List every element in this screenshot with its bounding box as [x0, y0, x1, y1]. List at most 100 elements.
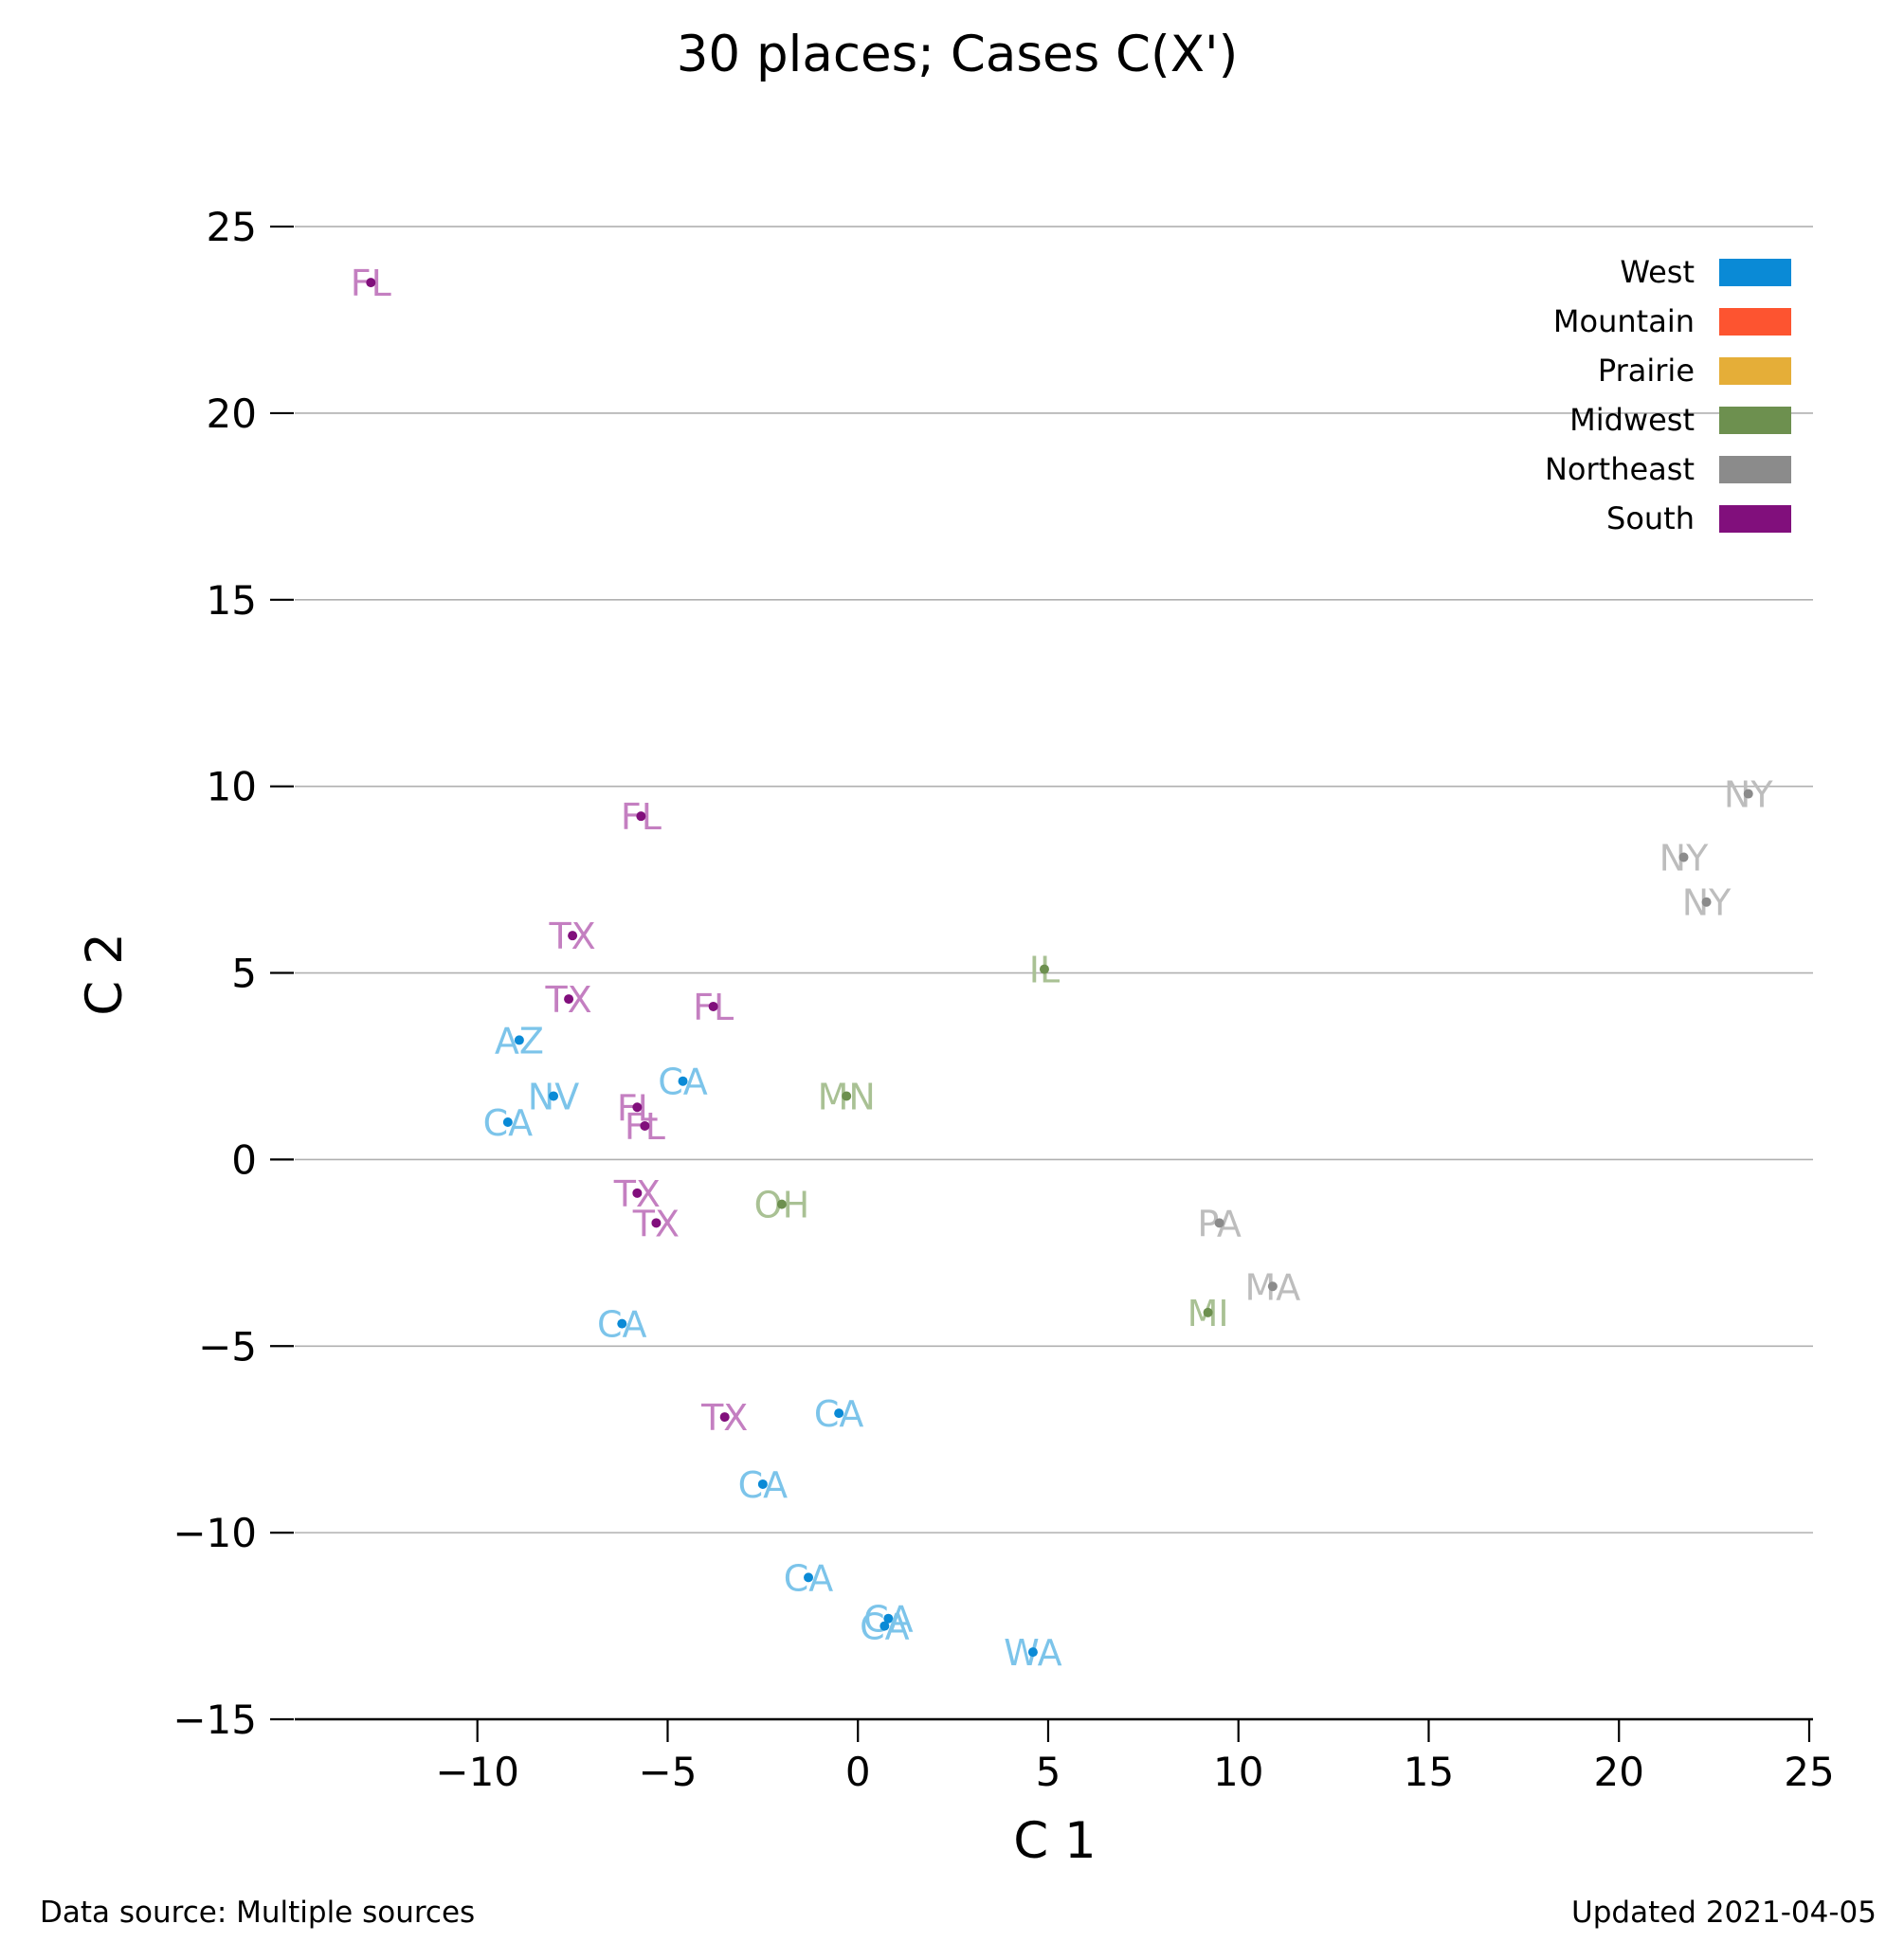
- point-marker: [719, 1412, 730, 1423]
- point-marker: [1701, 897, 1712, 907]
- y-axis-label: C 2: [76, 933, 134, 1016]
- data-point: NY: [1724, 774, 1773, 816]
- point-marker: [564, 994, 574, 1005]
- point-marker: [1027, 1647, 1038, 1658]
- point-marker: [1214, 1218, 1224, 1228]
- data-point: IL: [1029, 950, 1060, 991]
- x-tick-label: 0: [845, 1749, 871, 1795]
- data-point: NY: [1659, 837, 1709, 879]
- point-marker: [883, 1613, 894, 1624]
- point-marker: [879, 1621, 890, 1631]
- data-point: CA: [597, 1304, 647, 1346]
- y-tick-label: −5: [198, 1323, 257, 1370]
- data-point: TX: [613, 1173, 661, 1215]
- point-marker: [549, 1091, 559, 1101]
- data-point: MA: [1244, 1266, 1300, 1308]
- data-point: CA: [784, 1557, 834, 1599]
- data-point: CA: [814, 1393, 864, 1435]
- y-tick-label: 5: [231, 951, 257, 997]
- point-marker: [502, 1117, 513, 1128]
- point-marker: [776, 1199, 787, 1209]
- data-point: FL: [621, 796, 662, 838]
- point-marker: [632, 1188, 643, 1198]
- data-point: TX: [544, 979, 591, 1021]
- x-tick-label: 10: [1213, 1749, 1263, 1795]
- point-marker: [514, 1035, 524, 1045]
- y-tick-label: 0: [231, 1136, 257, 1183]
- point-marker: [1203, 1307, 1213, 1317]
- x-tick-label: −5: [639, 1749, 698, 1795]
- x-tick-label: 15: [1404, 1749, 1454, 1795]
- legend-entry: Prairie: [1598, 353, 1791, 389]
- data-point: TX: [632, 1203, 680, 1244]
- point-marker: [1267, 1281, 1278, 1292]
- point-marker: [651, 1218, 662, 1228]
- point-marker: [708, 1001, 718, 1011]
- x-axis-label: C 1: [1013, 1812, 1097, 1870]
- legend-label: South: [1606, 500, 1695, 536]
- legend-entry: Mountain: [1553, 303, 1791, 339]
- point-marker: [842, 1091, 852, 1101]
- data-point: FL: [351, 263, 391, 304]
- data-point: CA: [860, 1606, 910, 1648]
- point-marker: [636, 811, 646, 822]
- y-tick-label: 15: [207, 577, 257, 624]
- point-marker: [366, 278, 376, 288]
- x-tick-label: 25: [1784, 1749, 1834, 1795]
- y-tick-label: 10: [207, 764, 257, 810]
- point-marker: [1743, 789, 1753, 799]
- legend-swatch: [1719, 308, 1791, 336]
- legend-entry: Northeast: [1545, 451, 1791, 487]
- point-marker: [1039, 964, 1049, 974]
- y-tick-label: −15: [172, 1697, 257, 1743]
- data-source-note: Data source: Multiple sources: [40, 1896, 475, 1930]
- legend-swatch: [1719, 357, 1791, 385]
- data-point: CA: [483, 1102, 534, 1144]
- legend: West Mountain Prairie Midwest Northeast South: [1545, 254, 1791, 536]
- legend-label: Northeast: [1545, 451, 1695, 487]
- legend-label: Mountain: [1553, 303, 1695, 339]
- updated-date: Updated 2021-04-05: [1571, 1896, 1877, 1930]
- data-point: CA: [738, 1464, 789, 1506]
- data-point: PA: [1197, 1203, 1241, 1244]
- legend-label: West: [1620, 254, 1695, 290]
- data-point: MI: [1188, 1293, 1229, 1334]
- data-points: FLFLTXTXFLFLFLTXTXTXAZNVCACACACACACACACA…: [351, 263, 1774, 1674]
- x-tick-label: 5: [1036, 1749, 1061, 1795]
- point-marker: [678, 1076, 688, 1086]
- data-point: FL: [617, 1087, 658, 1129]
- data-point: NV: [528, 1076, 579, 1117]
- point-marker: [568, 931, 578, 941]
- data-point: NY: [1682, 882, 1732, 924]
- x-ticks: −10 −5 0 5 10 15 20 25: [435, 1719, 1835, 1795]
- y-tick-label: 25: [207, 204, 257, 250]
- point-marker: [757, 1479, 768, 1489]
- data-point: WA: [1004, 1632, 1062, 1674]
- legend-swatch: [1719, 259, 1791, 286]
- data-point: TX: [700, 1397, 748, 1439]
- grid-lines: [295, 226, 1813, 1534]
- legend-swatch: [1719, 505, 1791, 533]
- point-marker: [1678, 852, 1689, 862]
- point-marker: [640, 1120, 650, 1131]
- data-point: OH: [754, 1185, 809, 1226]
- legend-label: Prairie: [1598, 353, 1695, 389]
- point-marker: [632, 1102, 643, 1113]
- x-tick-label: −10: [435, 1749, 519, 1795]
- data-point: AZ: [495, 1020, 544, 1062]
- x-tick-label: 20: [1594, 1749, 1644, 1795]
- legend-label: Midwest: [1569, 402, 1695, 438]
- y-ticks: −15 −10 −5 0 5 10 15 20 25: [172, 204, 294, 1743]
- chart-title: 30 places; Cases C(X'): [677, 26, 1239, 83]
- legend-entry: South: [1606, 500, 1791, 536]
- legend-swatch: [1719, 456, 1791, 483]
- legend-entry: Midwest: [1569, 402, 1791, 438]
- data-point: FL: [625, 1106, 665, 1148]
- data-point: TX: [548, 916, 595, 957]
- point-marker: [617, 1318, 627, 1329]
- legend-entry: West: [1620, 254, 1791, 290]
- legend-swatch: [1719, 407, 1791, 434]
- y-tick-label: 20: [207, 390, 257, 437]
- data-point: FL: [693, 987, 734, 1028]
